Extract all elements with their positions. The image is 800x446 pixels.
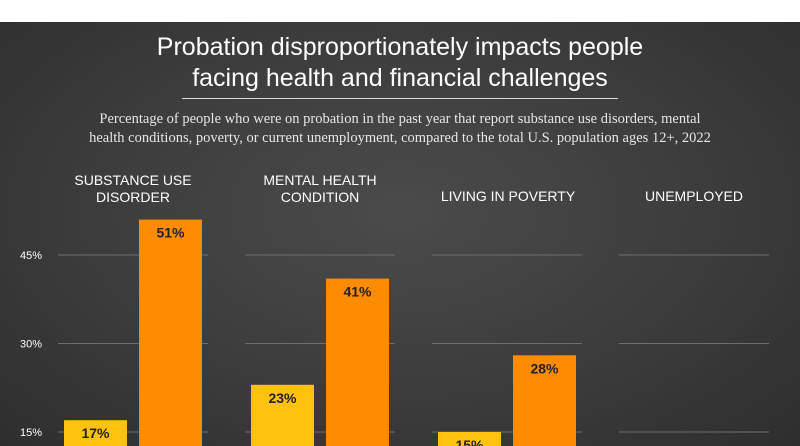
title-divider [182,98,618,99]
bar-value-label: 17% [81,425,110,441]
bar [251,384,314,446]
bar-value-label: 41% [343,284,372,300]
bar [326,278,389,446]
chart-title-line-1: Probation disproportionately impacts peo… [156,33,644,61]
panel-title: DISORDER [96,189,170,205]
bar-value-label: 51% [156,225,185,241]
bar [513,355,576,446]
chart-subtitle-line-1: Percentage of people who were on probati… [99,111,701,127]
panel-title: SUBSTANCE USE [74,172,191,188]
y-tick-label: 15% [20,427,42,439]
panel-title: MENTAL HEALTH [263,172,376,188]
bar [438,432,501,446]
chart-subtitle-line-2: health conditions, poverty, or current u… [89,130,711,146]
panel-title: CONDITION [281,189,360,205]
chart-panel [0,22,800,446]
bar-value-label: 28% [530,360,559,376]
bar [139,219,202,446]
chart-title-line-2: facing health and financial challenges [192,64,608,92]
panel-title: LIVING IN POVERTY [441,188,576,204]
panel-title: UNEMPLOYED [645,188,743,204]
bar [64,420,127,446]
y-tick-label: 45% [20,250,42,262]
y-tick-label: 30% [20,339,42,351]
bar-value-label: 15% [455,437,484,446]
bar-value-label: 23% [268,390,297,406]
